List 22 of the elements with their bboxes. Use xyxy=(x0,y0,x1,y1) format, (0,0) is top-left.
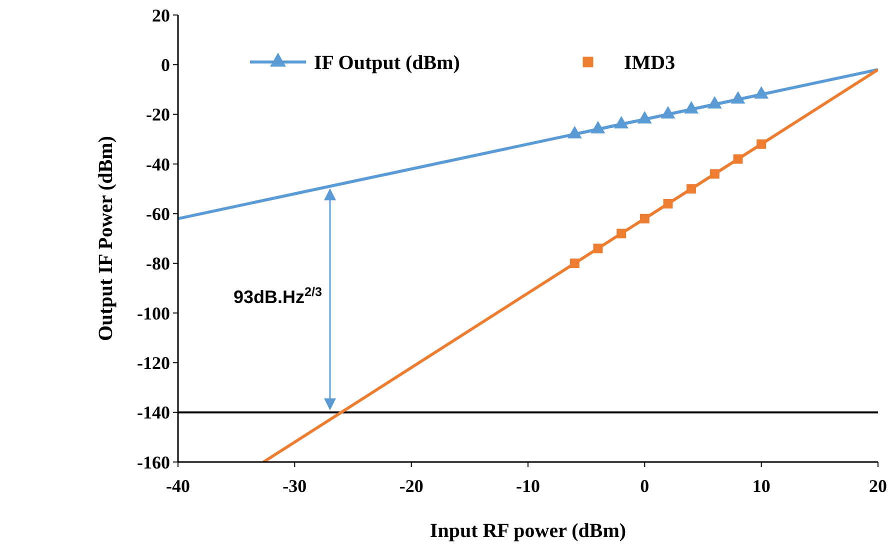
legend-label: IMD3 xyxy=(624,52,676,74)
x-axis-title: Input RF power (dBm) xyxy=(430,520,626,542)
y-tick-label: -60 xyxy=(146,204,170,224)
y-axis-title: Output IF Power (dBm) xyxy=(95,136,117,341)
y-tick-label: -80 xyxy=(146,254,170,274)
annotation: 93dB.Hz$^{2/3}$ xyxy=(233,285,322,307)
y-tick-label: -100 xyxy=(137,303,170,324)
y-tick-label: 20 xyxy=(152,5,170,26)
x-tick-label: 20 xyxy=(869,476,887,496)
x-tick-label: -30 xyxy=(282,476,307,496)
y-tick-label: 0 xyxy=(161,54,170,75)
legend-label: IF Output (dBm) xyxy=(314,52,460,74)
y-tick-label: -160 xyxy=(137,452,170,472)
x-tick-label: -10 xyxy=(516,476,540,496)
y-tick-label: -20 xyxy=(146,104,170,125)
y-tick-label: -120 xyxy=(137,352,170,373)
y-tick-label: -40 xyxy=(146,154,170,174)
x-tick-label: 10 xyxy=(752,476,770,496)
x-tick-label: -40 xyxy=(166,476,190,496)
x-tick-label: 0 xyxy=(640,476,650,496)
y-tick-label: -140 xyxy=(137,402,170,423)
x-tick-label: -20 xyxy=(399,476,424,496)
